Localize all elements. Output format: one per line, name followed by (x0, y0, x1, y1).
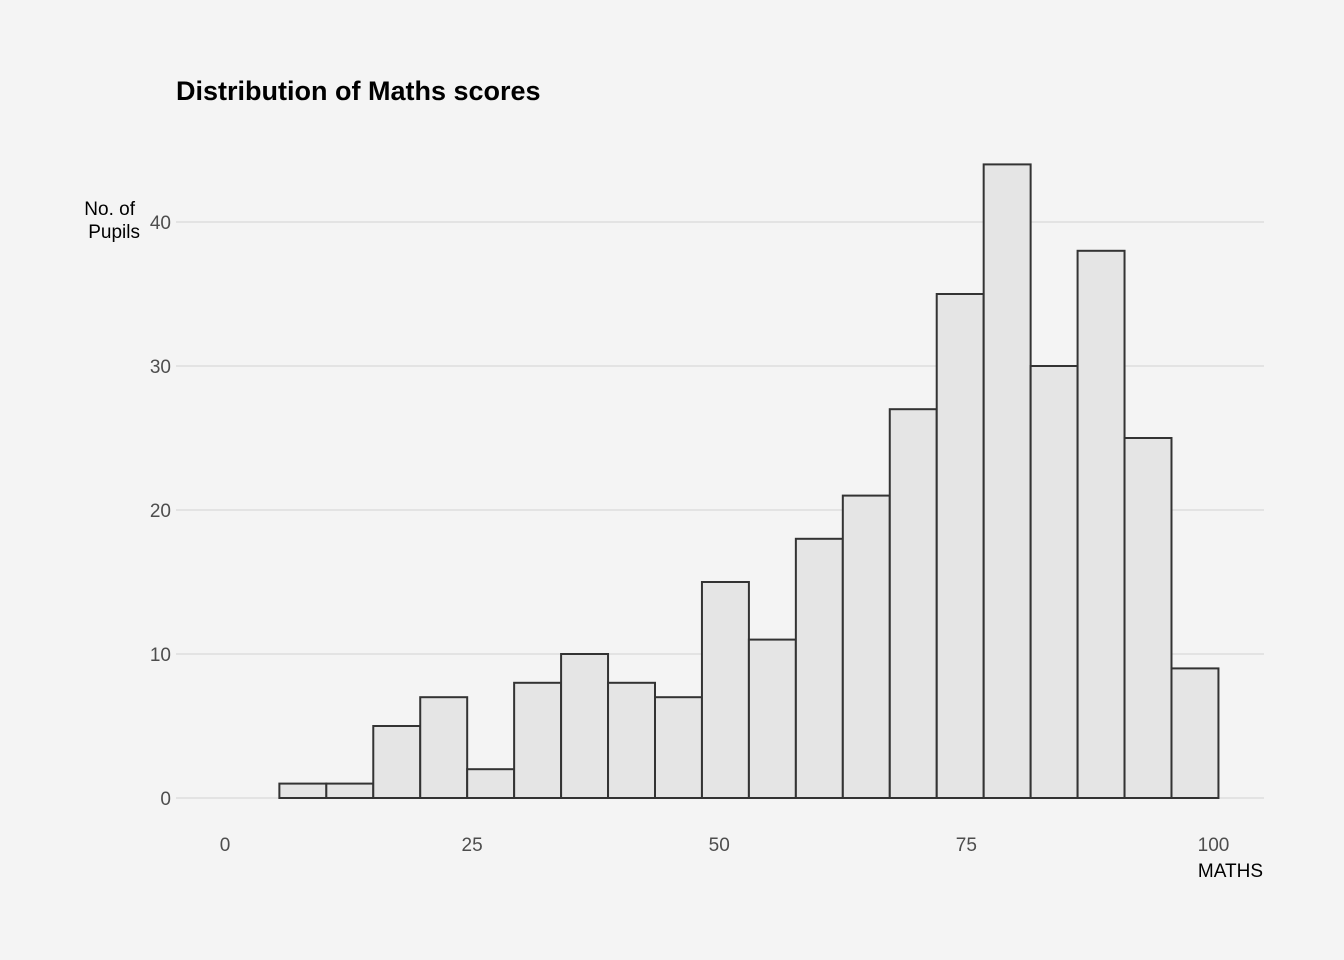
x-axis-ticks: 0 25 50 75 100 (220, 835, 1230, 856)
histogram-bar (794, 537, 844, 799)
histogram-bar (888, 408, 938, 799)
histogram-bar (1029, 365, 1079, 799)
x-tick-label: 0 (220, 835, 231, 856)
y-tick-label: 30 (150, 357, 171, 378)
y-axis-ticks: 0 10 20 30 40 (150, 213, 171, 810)
y-tick-label: 10 (150, 645, 171, 666)
histogram-bar (1123, 437, 1173, 799)
histogram-bar (1076, 249, 1126, 800)
histogram-bar (1170, 667, 1220, 800)
histogram-bar (841, 494, 891, 799)
histogram-bars (278, 163, 1220, 800)
histogram-bar (700, 581, 750, 799)
histogram-bar (325, 782, 375, 799)
histogram-bar (419, 696, 469, 800)
histogram-bar (653, 696, 703, 800)
y-axis-label-line-1: No. of (84, 199, 135, 220)
x-tick-label: 50 (709, 835, 730, 856)
y-axis-label-line-2: Pupils (88, 222, 140, 243)
x-tick-label: 75 (956, 835, 977, 856)
histogram-bar (278, 782, 328, 799)
chart-title: Distribution of Maths scores (176, 76, 541, 106)
y-tick-label: 0 (160, 789, 171, 810)
histogram-bar (372, 725, 422, 799)
histogram-bar (513, 681, 563, 799)
x-tick-label: 100 (1198, 835, 1230, 856)
y-tick-label: 20 (150, 501, 171, 522)
x-axis-label: MATHS (1198, 861, 1263, 882)
y-tick-label: 40 (150, 213, 171, 234)
histogram-bar (935, 293, 985, 799)
histogram-bar (466, 768, 516, 800)
histogram-bar (560, 653, 610, 799)
histogram-bar (982, 163, 1032, 799)
histogram-bar (747, 638, 797, 799)
histogram-bar (607, 681, 656, 799)
x-tick-label: 25 (462, 835, 483, 856)
